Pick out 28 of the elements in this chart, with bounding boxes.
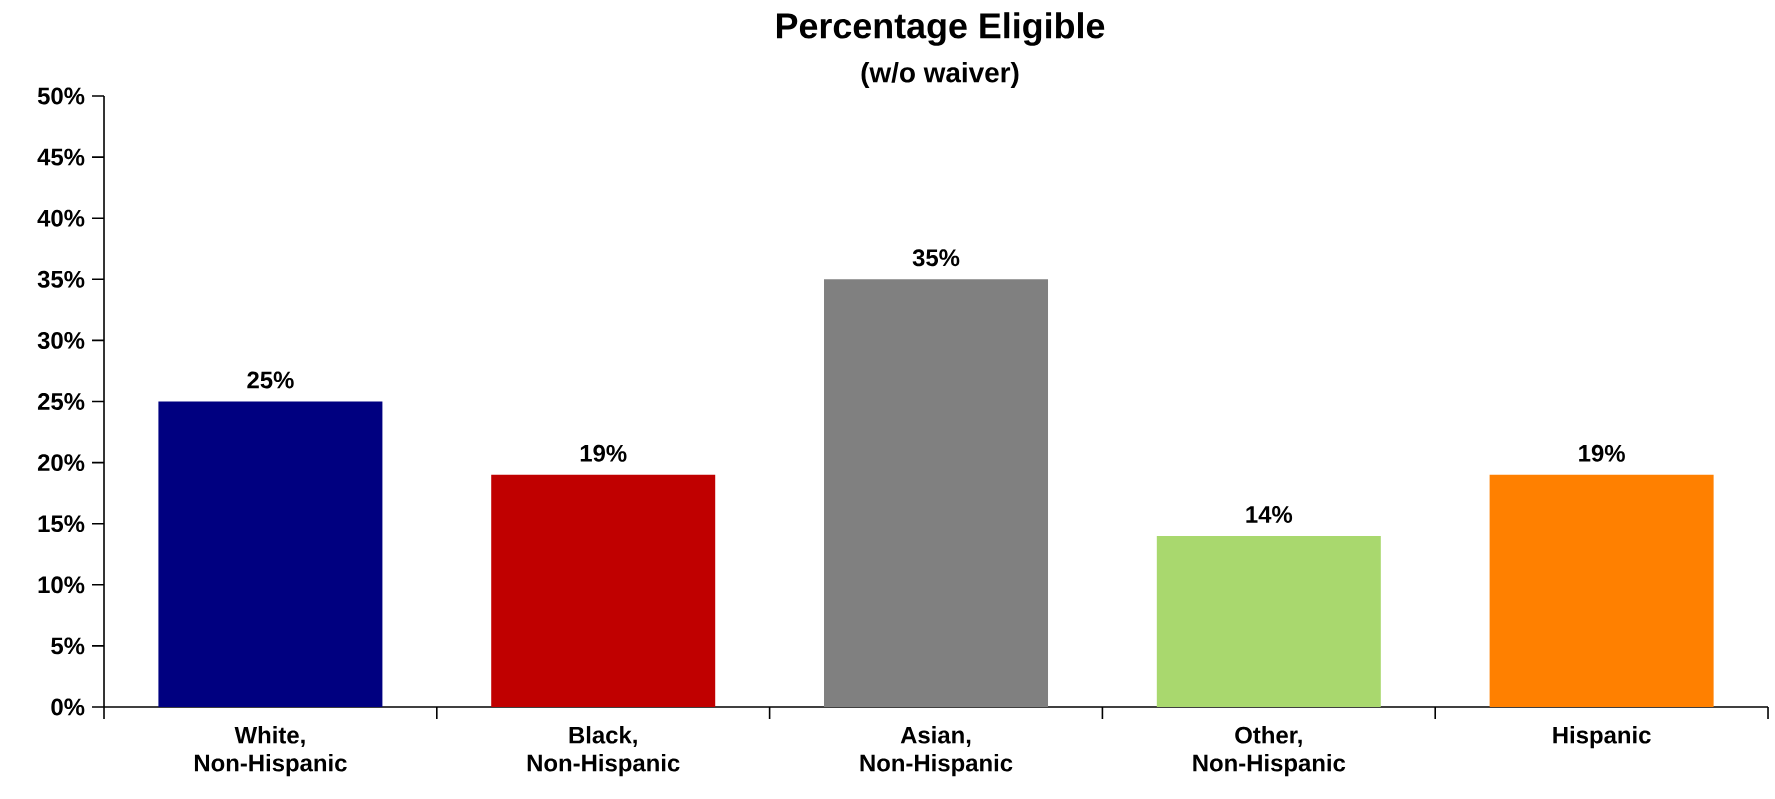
x-tick-label: Black, Non-Hispanic: [527, 726, 680, 777]
data-label: 19%: [580, 444, 627, 462]
y-tick-label: 45%: [37, 148, 85, 166]
y-tick-label: 0%: [51, 698, 85, 716]
x-tick-label: Hispanic: [1553, 726, 1651, 749]
x-tick-label: White, Non-Hispanic: [194, 726, 347, 777]
data-label: 35%: [912, 249, 960, 267]
bar: [1156, 535, 1381, 707]
y-tick-label: 15%: [38, 515, 85, 533]
x-tick-label: Other, Non-Hispanic: [1193, 726, 1346, 777]
y-tick-label: 50%: [37, 87, 85, 105]
bar: [158, 401, 383, 707]
chart-title: Percentage Eligible: [776, 12, 1105, 46]
y-tick-label: 10%: [38, 576, 85, 594]
data-label: 19%: [1579, 444, 1625, 462]
bar: [824, 279, 1049, 707]
data-label: 14%: [1246, 506, 1293, 523]
x-tick-label: Asian, Non-Hispanic: [860, 726, 1013, 777]
y-tick-label: 30%: [37, 331, 85, 349]
bar: [491, 474, 716, 707]
data-label: 25%: [247, 371, 294, 389]
y-tick-label: 20%: [37, 454, 85, 472]
y-tick-label: 5%: [51, 637, 85, 655]
y-tick-label: 40%: [37, 209, 85, 227]
y-tick-label: 25%: [37, 393, 85, 410]
y-tick-label: 35%: [37, 270, 85, 288]
bar: [1489, 474, 1714, 707]
chart-subtitle: (w/o waiver): [861, 61, 1019, 88]
